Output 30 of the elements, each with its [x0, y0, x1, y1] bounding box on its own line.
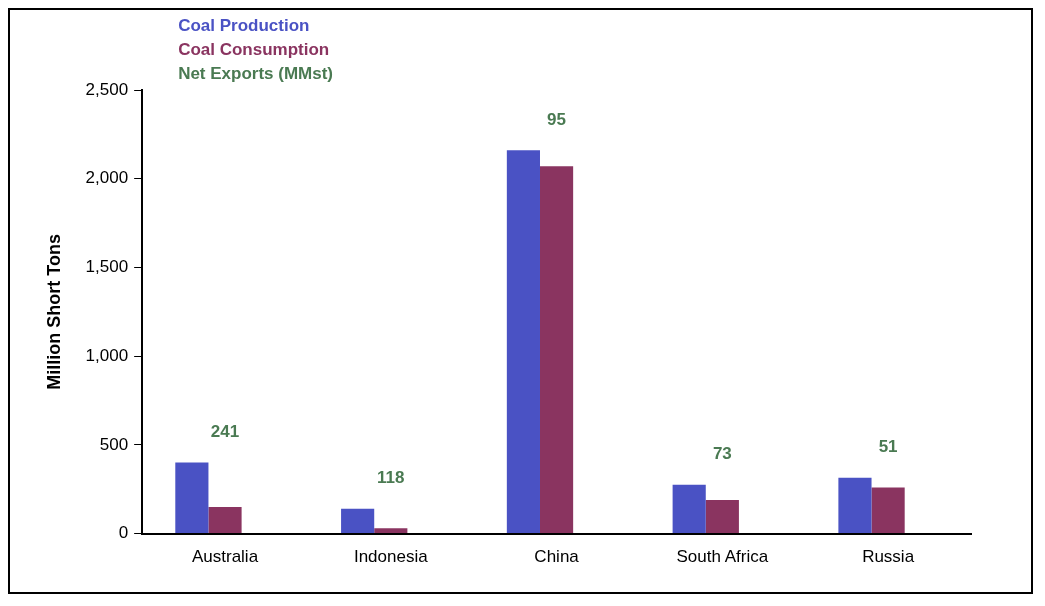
bar: [175, 462, 209, 534]
x-tick-label: South Africa: [676, 547, 769, 567]
bar: [208, 506, 242, 534]
bar: [705, 499, 739, 534]
bar: [539, 166, 574, 534]
y-tick-label: 2,000: [85, 168, 129, 188]
bar: [672, 484, 706, 534]
x-tick-label: Australia: [191, 547, 259, 567]
text: 51: [878, 436, 898, 456]
y-tick-label: 0: [118, 523, 129, 543]
x-tick-label: China: [534, 547, 580, 567]
y-axis-title: Million Short Tons: [43, 233, 64, 390]
bar: [871, 487, 905, 534]
bar: [341, 508, 375, 534]
bar: [838, 477, 872, 534]
text: 73: [712, 443, 732, 463]
x-tick-label: Indonesia: [353, 547, 429, 567]
bar: [506, 150, 540, 534]
text: Coal Consumption: [178, 40, 330, 60]
y-tick-label: 500: [99, 434, 129, 454]
legend-label: Net Exports (MMst): [178, 64, 334, 84]
bar: [374, 528, 408, 534]
text: Coal Production: [178, 16, 310, 36]
x-tick-label: Russia: [862, 547, 915, 567]
text: 118: [377, 467, 405, 487]
y-tick-label: 2,500: [85, 79, 129, 99]
y-tick-label: 1,000: [85, 345, 129, 365]
y-tick-label: 1,500: [85, 257, 129, 277]
text: 95: [547, 109, 567, 129]
text: 241: [210, 421, 240, 441]
